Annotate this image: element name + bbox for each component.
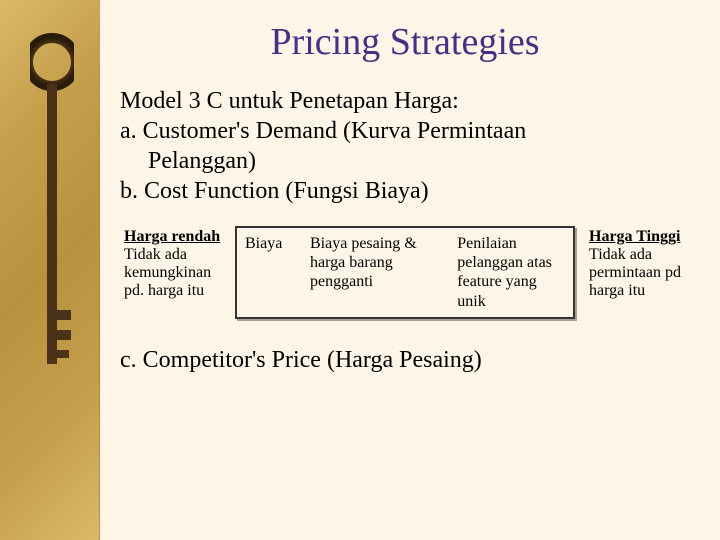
intro-line-3: b. Cost Function (Fungsi Biaya) (120, 178, 429, 204)
box-col-1: Biaya (245, 234, 292, 311)
intro-line-2a: a. Customer's Demand (Kurva Permintaan (120, 118, 526, 144)
intro-line-2b: Pelanggan) (120, 146, 690, 176)
box-col-2: Biaya pesaing & harga barang pengganti (310, 234, 439, 311)
intro-text: Model 3 C untuk Penetapan Harga: a. Cust… (120, 86, 690, 206)
bottom-line: c. Competitor's Price (Harga Pesaing) (120, 347, 690, 374)
key-icon (30, 30, 74, 410)
sidebar-key-texture (0, 0, 100, 540)
right-body: Tidak ada permintaan pd harga itu (589, 246, 686, 300)
diagram-center-box: Biaya Biaya pesaing & harga barang pengg… (235, 226, 575, 319)
pricing-diagram: Harga rendah Tidak ada kemungkinan pd. h… (120, 226, 690, 319)
slide-content: Pricing Strategies Model 3 C untuk Penet… (100, 0, 720, 540)
left-body: Tidak ada kemungkinan pd. harga itu (124, 246, 231, 300)
slide-title: Pricing Strategies (120, 20, 690, 64)
box-col-3: Penilaian pelanggan atas feature yang un… (457, 234, 565, 311)
left-header: Harga rendah (124, 228, 231, 246)
right-header: Harga Tinggi (589, 228, 686, 246)
intro-line-1: Model 3 C untuk Penetapan Harga: (120, 88, 459, 114)
diagram-left-block: Harga rendah Tidak ada kemungkinan pd. h… (120, 226, 235, 302)
diagram-right-block: Harga Tinggi Tidak ada permintaan pd har… (575, 226, 690, 302)
